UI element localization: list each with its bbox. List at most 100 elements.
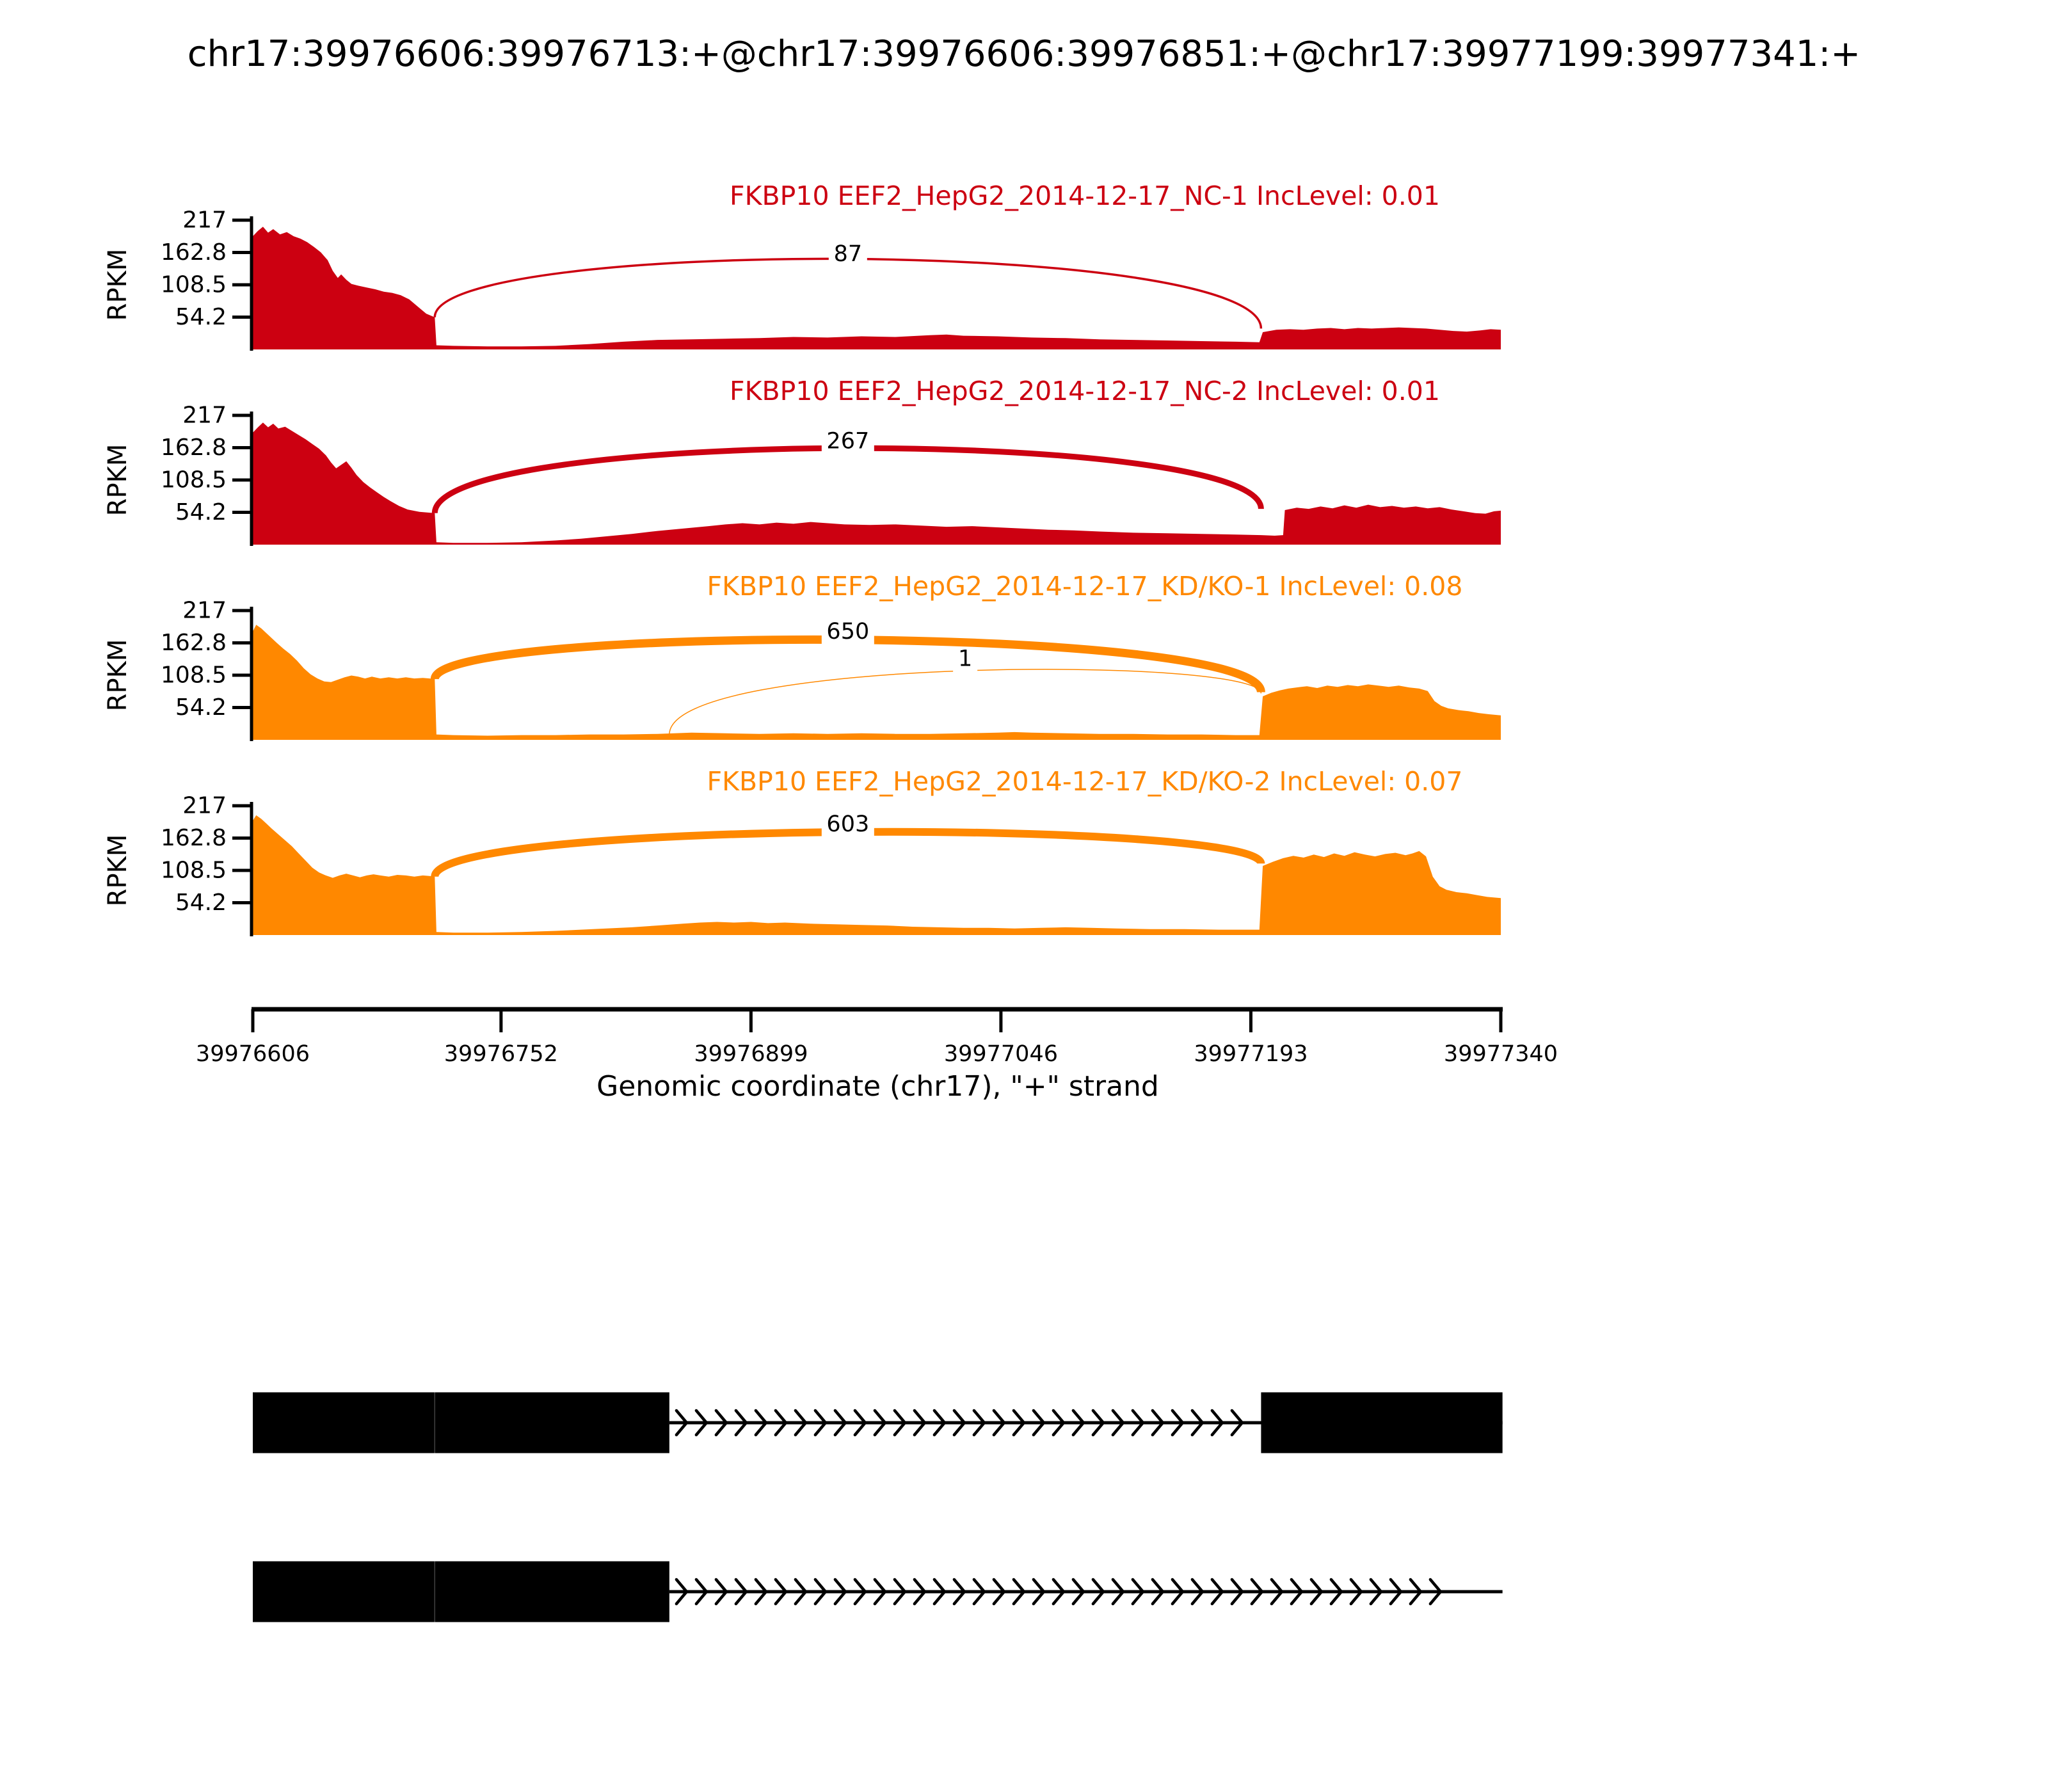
y-axis-title: RPKM bbox=[103, 639, 132, 712]
junction-count: 267 bbox=[826, 429, 869, 454]
y-axis-title: RPKM bbox=[103, 444, 132, 516]
strand-arrow bbox=[893, 1409, 907, 1437]
y-tick-label: 54.2 bbox=[175, 499, 227, 525]
y-tick-label: 162.8 bbox=[161, 825, 227, 851]
strand-arrow bbox=[1032, 1578, 1046, 1606]
strand-arrow bbox=[932, 1578, 947, 1606]
junction-count: 603 bbox=[826, 812, 869, 837]
y-tick-label: 108.5 bbox=[161, 467, 227, 493]
y-tick-label: 108.5 bbox=[161, 858, 227, 884]
y-axis-title: RPKM bbox=[103, 835, 132, 907]
strand-arrow bbox=[1369, 1578, 1383, 1606]
strand-arrow bbox=[1389, 1578, 1403, 1606]
coverage-area-track-3 bbox=[253, 625, 1501, 740]
strand-arrow bbox=[972, 1409, 986, 1437]
y-tick-label: 162.8 bbox=[161, 239, 227, 266]
y-tick-label: 54.2 bbox=[175, 304, 227, 330]
strand-arrow bbox=[1131, 1578, 1145, 1606]
y-tick-label: 162.8 bbox=[161, 630, 227, 656]
y-tick-label: 54.2 bbox=[175, 694, 227, 721]
junction-count: 87 bbox=[834, 241, 863, 267]
strand-arrow bbox=[1329, 1578, 1343, 1606]
strand-arrow bbox=[794, 1578, 808, 1606]
exon-box bbox=[253, 1392, 669, 1453]
exon-box bbox=[1261, 1392, 1503, 1453]
x-tick-label: 39977046 bbox=[944, 1041, 1058, 1067]
junction-arc bbox=[430, 635, 1265, 694]
strand-arrow bbox=[833, 1409, 847, 1437]
strand-arrow bbox=[992, 1409, 1006, 1437]
strand-arrow bbox=[853, 1409, 867, 1437]
x-tick-label: 39976899 bbox=[694, 1041, 808, 1067]
strand-arrow bbox=[893, 1578, 907, 1606]
junction-count-backing bbox=[821, 620, 874, 646]
strand-arrow bbox=[1409, 1578, 1423, 1606]
track-label: FKBP10 EEF2_HepG2_2014-12-17_NC-1 IncLev… bbox=[730, 180, 1440, 211]
strand-arrow bbox=[754, 1578, 768, 1606]
strand-arrow bbox=[1071, 1409, 1085, 1437]
strand-arrow bbox=[1052, 1578, 1066, 1606]
y-tick-label: 162.8 bbox=[161, 435, 227, 461]
junction-count-backing bbox=[953, 647, 978, 673]
strand-arrow bbox=[1210, 1409, 1224, 1437]
strand-arrow bbox=[1151, 1578, 1165, 1606]
strand-arrow bbox=[1091, 1578, 1105, 1606]
strand-arrow bbox=[1349, 1578, 1363, 1606]
strand-arrow bbox=[1210, 1578, 1224, 1606]
strand-arrow bbox=[1012, 1578, 1026, 1606]
plot-title: chr17:39976606:39976713:+@chr17:39976606… bbox=[187, 33, 1861, 75]
exon-box bbox=[253, 1561, 669, 1622]
strand-arrow bbox=[1032, 1409, 1046, 1437]
track-label: FKBP10 EEF2_HepG2_2014-12-17_KD/KO-2 Inc… bbox=[707, 766, 1463, 797]
strand-arrow bbox=[1012, 1409, 1026, 1437]
strand-arrow bbox=[873, 1578, 887, 1606]
strand-arrow bbox=[1270, 1578, 1284, 1606]
strand-arrow bbox=[714, 1409, 728, 1437]
strand-arrow bbox=[853, 1578, 867, 1606]
strand-arrow bbox=[913, 1409, 927, 1437]
strand-arrow bbox=[774, 1578, 788, 1606]
junction-count-backing bbox=[821, 429, 874, 452]
junction-count: 1 bbox=[958, 646, 972, 671]
strand-arrow bbox=[813, 1578, 828, 1606]
x-tick-label: 39977193 bbox=[1194, 1041, 1308, 1067]
strand-arrow bbox=[1052, 1409, 1066, 1437]
track-label: FKBP10 EEF2_HepG2_2014-12-17_NC-2 IncLev… bbox=[730, 376, 1440, 406]
strand-arrow bbox=[952, 1578, 966, 1606]
strand-arrow bbox=[675, 1578, 689, 1606]
y-tick-label: 217 bbox=[182, 598, 227, 624]
junction-arc bbox=[431, 445, 1264, 514]
y-tick-label: 217 bbox=[182, 207, 227, 234]
strand-arrow bbox=[952, 1409, 966, 1437]
strand-arrow bbox=[1151, 1409, 1165, 1437]
strand-arrow bbox=[694, 1409, 708, 1437]
coverage-area-track-4 bbox=[253, 815, 1501, 935]
strand-arrow bbox=[675, 1409, 689, 1437]
coverage-area-track-1 bbox=[253, 227, 1501, 349]
strand-arrow bbox=[1171, 1578, 1185, 1606]
strand-arrow bbox=[932, 1409, 947, 1437]
y-tick-label: 108.5 bbox=[161, 272, 227, 298]
strand-arrow bbox=[992, 1578, 1006, 1606]
strand-arrow bbox=[1250, 1578, 1264, 1606]
strand-arrow bbox=[1091, 1409, 1105, 1437]
strand-arrow bbox=[1071, 1578, 1085, 1606]
strand-arrow bbox=[1290, 1578, 1304, 1606]
y-tick-label: 54.2 bbox=[175, 890, 227, 916]
x-tick-label: 39976606 bbox=[196, 1041, 310, 1067]
strand-arrow bbox=[714, 1578, 728, 1606]
x-tick-label: 39976752 bbox=[444, 1041, 558, 1067]
strand-arrow bbox=[734, 1409, 748, 1437]
strand-arrow bbox=[1171, 1409, 1185, 1437]
strand-arrow bbox=[972, 1578, 986, 1606]
strand-arrow bbox=[1230, 1578, 1244, 1606]
y-tick-label: 108.5 bbox=[161, 662, 227, 689]
strand-arrow bbox=[913, 1578, 927, 1606]
strand-arrow bbox=[1111, 1578, 1125, 1606]
x-axis-label: Genomic coordinate (chr17), "+" strand bbox=[596, 1070, 1159, 1103]
coverage-area-track-2 bbox=[253, 422, 1501, 545]
junction-count-backing bbox=[828, 242, 867, 262]
y-tick-label: 217 bbox=[182, 793, 227, 819]
